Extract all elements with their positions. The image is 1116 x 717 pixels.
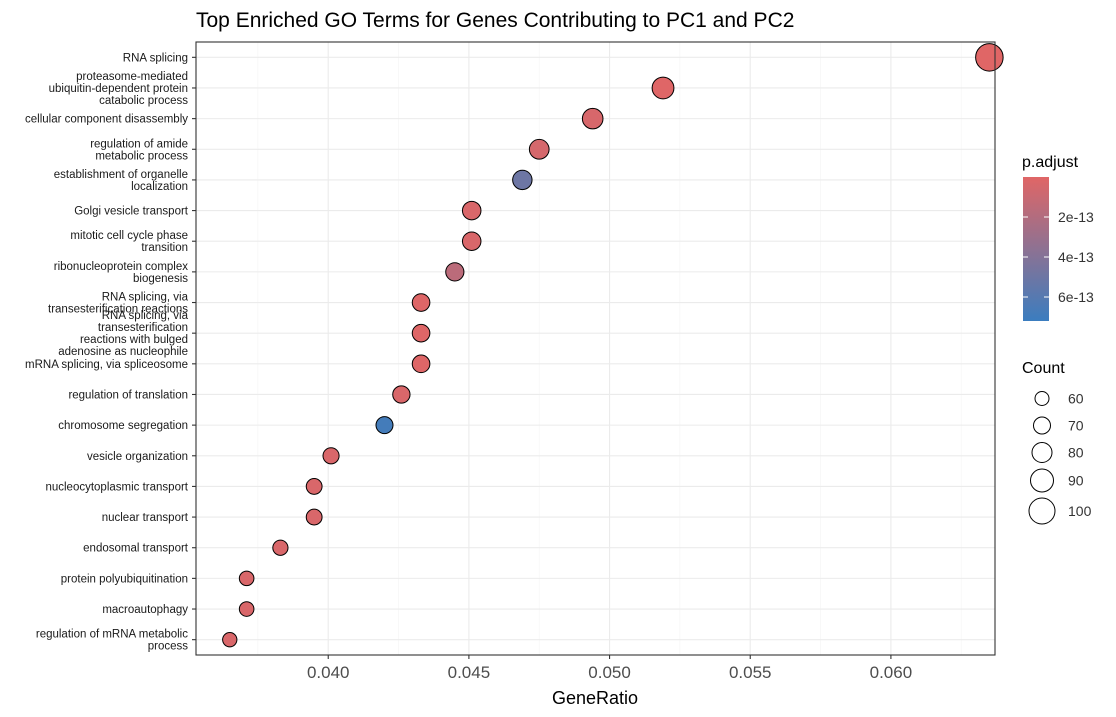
y-tick-label: vesicle organization [87, 451, 188, 463]
term-point [322, 447, 340, 465]
y-tick-label: macroautophagy [102, 604, 188, 616]
x-tick-label: 0.060 [870, 663, 913, 682]
size-legend-circle [1028, 497, 1056, 525]
term-point [975, 43, 1004, 72]
size-legend-items: 60 70 80 90 100 [1028, 391, 1092, 525]
size-legend-label: 90 [1068, 473, 1084, 489]
size-legend-circle [1030, 468, 1054, 493]
panel-border [195, 41, 996, 656]
size-legend-label: 70 [1068, 418, 1084, 434]
x-tick-label: 0.045 [448, 663, 491, 682]
term-point [512, 169, 533, 191]
x-tick-label: 0.040 [307, 663, 350, 682]
color-legend-tick-label: 4e-13 [1058, 249, 1094, 265]
size-legend-label: 100 [1068, 503, 1092, 519]
term-point [305, 478, 323, 495]
color-legend-tick-label: 2e-13 [1058, 209, 1094, 225]
y-tick-label: proteasome-mediated ubiquitin-dependent p… [49, 71, 189, 107]
x-axis-label: GeneRatio [552, 688, 638, 708]
term-point [445, 262, 465, 282]
y-tick-label: chromosome segregation [58, 420, 188, 432]
y-tick-label: nucleocytoplasmic transport [45, 481, 188, 493]
term-point [222, 632, 238, 648]
y-tick-label: mitotic cell cycle phase transition [70, 230, 188, 254]
y-tick-label: regulation of amide metabolic process [90, 138, 188, 162]
term-point [528, 138, 550, 160]
size-legend: Count 60 70 80 90 100 [1022, 360, 1092, 525]
term-point [581, 107, 604, 130]
color-legend: p.adjust 2e-13 4e-13 6e-13 [1022, 154, 1094, 321]
term-point [411, 323, 431, 343]
color-legend-ticks: 2e-13 4e-13 6e-13 [1023, 209, 1094, 305]
y-axis: RNA splicing proteasome-mediated ubiquitin… [25, 52, 196, 653]
size-legend-label: 60 [1068, 391, 1084, 407]
term-point [238, 601, 255, 617]
term-point [238, 570, 255, 587]
term-point [461, 200, 482, 221]
term-point [272, 539, 289, 556]
term-point [411, 354, 431, 374]
y-tick-label: cellular component disassembly [25, 114, 188, 126]
term-point [461, 231, 482, 251]
size-legend-circle [1034, 391, 1050, 406]
size-legend-title: Count [1022, 360, 1065, 377]
plot-panel [195, 41, 1004, 656]
color-legend-title: p.adjust [1022, 154, 1079, 171]
y-tick-label: regulation of mRNA metabolic process [36, 629, 188, 653]
y-tick-label: RNA splicing, via transesterification reac… [58, 310, 188, 358]
term-point [305, 508, 323, 526]
term-point [392, 385, 411, 404]
y-tick-label: mRNA splicing, via spliceosome [25, 359, 188, 371]
size-legend-circle [1031, 442, 1053, 463]
data-points [222, 43, 1004, 648]
term-point [651, 76, 675, 100]
size-legend-label: 80 [1068, 445, 1084, 461]
term-point [411, 293, 431, 312]
y-tick-label: Golgi vesicle transport [74, 206, 189, 218]
term-point [375, 416, 394, 435]
y-tick-label: regulation of translation [68, 389, 188, 401]
grid-lines [196, 42, 995, 655]
x-tick-label: 0.050 [588, 663, 631, 682]
x-tick-label: 0.055 [729, 663, 772, 682]
y-tick-label: RNA splicing [123, 52, 188, 64]
x-axis: 0.040 0.045 0.050 0.055 0.060 [307, 655, 912, 682]
y-tick-label: nuclear transport [102, 512, 189, 524]
y-tick-label: protein polyubiquitination [61, 573, 188, 585]
y-tick-label: RNA splicing, via transesterification rea… [48, 292, 189, 316]
chart-title: Top Enriched GO Terms for Genes Contribu… [196, 9, 794, 32]
size-legend-circle [1033, 416, 1051, 435]
color-legend-bar [1023, 177, 1049, 321]
color-legend-tick-label: 6e-13 [1058, 289, 1094, 305]
y-tick-label: establishment of organelle localization [54, 169, 188, 193]
y-tick-label: ribonucleoprotein complex biogenesis [54, 261, 189, 285]
y-tick-label: endosomal transport [83, 543, 189, 555]
